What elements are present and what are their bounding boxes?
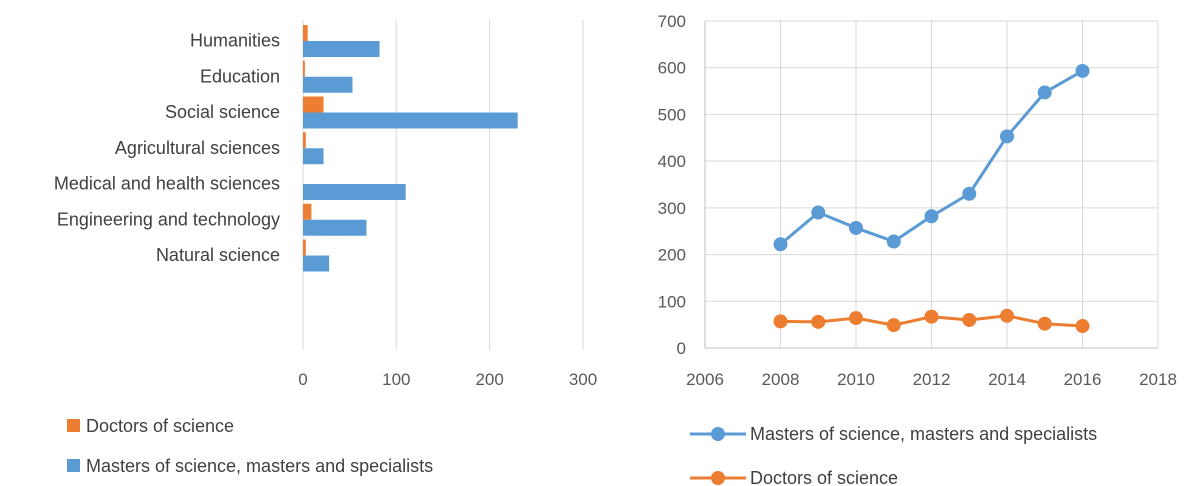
line-x-tick-2016: 2016 [1064, 370, 1102, 389]
line-y-tick-700: 700 [658, 12, 686, 31]
line-chart-tick-labels: 0 100 200 300 400 500 600 700 2006 2008 2010 2012 20… [658, 12, 1177, 389]
category-label-natural-science: Natural science [156, 245, 280, 265]
point-doctors-2013 [962, 312, 977, 327]
bar-doctors-humanities [303, 25, 308, 41]
line-legend-marker-0 [711, 427, 725, 441]
line-y-tick-500: 500 [658, 105, 686, 124]
point-masters-2015 [1037, 85, 1052, 100]
bar-masters-agricultural-sciences [303, 148, 324, 165]
point-doctors-2011 [886, 318, 901, 333]
point-doctors-2010 [849, 311, 863, 326]
bar-chart: Humanities Education Social science Agricul… [54, 20, 597, 476]
line-x-tick-2018: 2018 [1139, 370, 1177, 389]
point-masters-2008 [773, 237, 788, 252]
point-doctors-2015 [1037, 316, 1052, 331]
bar-masters-medical-and-health-sciences [303, 184, 406, 200]
bar-doctors-social-science [303, 96, 324, 113]
bar-chart-category-labels: Humanities Education Social science Agricul… [54, 31, 280, 266]
bar-legend-label-0: Doctors of science [86, 416, 234, 436]
bar-masters-natural-science [303, 255, 330, 272]
line-legend-label-0: Masters of science, masters and speciali… [750, 424, 1097, 444]
category-label-social-science: Social science [165, 102, 280, 122]
category-label-medical-and-health-sciences: Medical and health sciences [54, 174, 280, 194]
bar-chart-legend: Doctors of science Masters of science, ma… [67, 416, 433, 476]
line-legend-marker-1 [711, 471, 725, 485]
line-x-tick-2006: 2006 [686, 370, 724, 389]
point-doctors-2009 [811, 314, 826, 329]
bar-doctors-agricultural-sciences [303, 132, 306, 149]
point-masters-2009 [811, 205, 826, 220]
category-label-engineering-and-technology: Engineering and technology [57, 209, 280, 229]
point-doctors-2016 [1075, 319, 1090, 334]
line-y-tick-300: 300 [658, 199, 686, 218]
point-doctors-2008 [773, 314, 788, 329]
bar-x-tick-200: 200 [475, 370, 503, 389]
bar-legend-swatch-1 [67, 459, 80, 472]
line-chart-series [773, 63, 1090, 334]
line-chart: 0 100 200 300 400 500 600 700 2006 2008 2010 2012 20… [658, 12, 1177, 486]
category-label-humanities: Humanities [190, 31, 280, 51]
point-masters-2010 [849, 220, 863, 235]
line-y-tick-200: 200 [658, 246, 686, 265]
bar-doctors-engineering-and-technology [303, 203, 312, 220]
bar-masters-social-science [303, 112, 518, 129]
bar-x-tick-0: 0 [298, 370, 307, 389]
bar-chart-bars [303, 25, 518, 272]
line-y-tick-0: 0 [677, 339, 686, 358]
line-legend-label-1: Doctors of science [750, 468, 898, 486]
bar-legend-label-1: Masters of science, masters and speciali… [86, 456, 433, 476]
point-masters-2016 [1075, 63, 1090, 78]
bar-masters-engineering-and-technology [303, 219, 367, 236]
point-masters-2014 [1000, 129, 1014, 144]
bar-doctors-education [303, 60, 305, 77]
bar-x-tick-100: 100 [382, 370, 410, 389]
category-label-education: Education [200, 66, 280, 86]
point-masters-2013 [962, 186, 977, 201]
bar-x-tick-300: 300 [569, 370, 597, 389]
bar-doctors-natural-science [303, 239, 306, 256]
bar-chart-x-tick-labels: 0 100 200 300 [298, 370, 597, 389]
bar-masters-education [303, 76, 353, 93]
category-label-agricultural-sciences: Agricultural sciences [115, 138, 280, 158]
line-y-tick-400: 400 [658, 152, 686, 171]
bar-masters-humanities [303, 41, 380, 57]
line-x-tick-2010: 2010 [837, 370, 875, 389]
point-masters-2011 [886, 234, 901, 249]
point-doctors-2012 [924, 309, 939, 324]
line-chart-gridlines [704, 20, 1159, 349]
point-masters-2012 [924, 209, 939, 224]
bar-legend-swatch-0 [67, 419, 80, 432]
line-x-tick-2012: 2012 [913, 370, 951, 389]
line-y-tick-600: 600 [658, 59, 686, 78]
point-doctors-2014 [1000, 308, 1014, 323]
line-x-tick-2014: 2014 [988, 370, 1026, 389]
line-chart-legend: Masters of science, masters and speciali… [690, 424, 1097, 486]
line-y-tick-100: 100 [658, 292, 686, 311]
line-x-tick-2008: 2008 [762, 370, 800, 389]
